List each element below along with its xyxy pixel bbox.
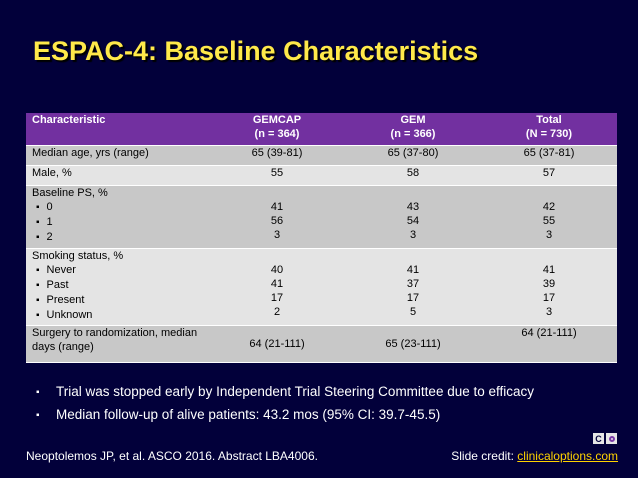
- row-label: Median age, yrs (range): [26, 145, 209, 166]
- sub-label: Past: [32, 278, 203, 293]
- table-header-row: Characteristic GEMCAP (n = 364) GEM (n =…: [26, 113, 617, 146]
- value: 3: [545, 229, 553, 241]
- header-characteristic: Characteristic: [26, 113, 209, 146]
- cell-total: 65 (37-81): [481, 145, 617, 166]
- cell-gemcap: 40 41 17 2: [209, 248, 345, 326]
- row-label-group: Smoking status, % Never Past Present Unk…: [26, 248, 209, 326]
- cell-gemcap: 64 (21-111): [209, 325, 345, 363]
- sub-label: 0: [32, 200, 203, 215]
- value: 42: [542, 201, 556, 213]
- logo-ring-icon: [606, 433, 617, 444]
- cell-gemcap: 41 56 3: [209, 185, 345, 249]
- value: 41: [406, 264, 420, 276]
- value: 55: [542, 215, 556, 227]
- value: 17: [270, 292, 284, 304]
- value: 3: [409, 229, 417, 241]
- sub-label: Never: [32, 263, 203, 278]
- value: 17: [406, 292, 420, 304]
- header-gem-name: GEM: [400, 114, 426, 126]
- value: 41: [270, 201, 284, 213]
- table-row-median-age: Median age, yrs (range) 65 (39-81) 65 (3…: [26, 145, 617, 166]
- baseline-characteristics-table: Characteristic GEMCAP (n = 364) GEM (n =…: [26, 113, 617, 363]
- bullet-square-icon: ▪: [36, 387, 40, 398]
- bullet-text: Median follow-up of alive patients: 43.2…: [56, 407, 441, 422]
- row-label: Baseline PS, %: [32, 187, 108, 199]
- table-row-surgery-to-randomization: Surgery to randomization, median days (r…: [26, 325, 617, 363]
- value: 3: [273, 229, 281, 241]
- value: 39: [542, 278, 556, 290]
- cell-total: 41 39 17 3: [481, 248, 617, 326]
- clinical-care-options-logo: C: [580, 433, 617, 444]
- header-gem: GEM (n = 366): [345, 113, 481, 146]
- sub-label: 1: [32, 215, 203, 230]
- citation: Neoptolemos JP, et al. ASCO 2016. Abstra…: [26, 449, 318, 463]
- table-row-male: Male, % 55 58 57: [26, 165, 617, 186]
- cell-gemcap: 65 (39-81): [209, 145, 345, 166]
- slide-credit-label: Slide credit:: [451, 449, 518, 463]
- header-gem-n: (n = 366): [390, 128, 436, 140]
- cell-total: 42 55 3: [481, 185, 617, 249]
- bullet-square-icon: ▪: [36, 410, 40, 421]
- header-gemcap: GEMCAP (n = 364): [209, 113, 345, 146]
- row-label: Male, %: [26, 165, 209, 186]
- value: 3: [545, 306, 553, 318]
- cell-gem: 65 (37-80): [345, 145, 481, 166]
- logo-letter-icon: C: [593, 433, 604, 444]
- value: 54: [406, 215, 420, 227]
- cell-total: 57: [481, 165, 617, 186]
- value: 2: [273, 306, 281, 318]
- bullet-text: Trial was stopped early by Independent T…: [56, 384, 535, 399]
- value: 37: [406, 278, 420, 290]
- cell-total: 64 (21-111): [481, 325, 617, 363]
- cell-gem: 41 37 17 5: [345, 248, 481, 326]
- cell-gem: 65 (23-111): [345, 325, 481, 363]
- sub-label: 2: [32, 230, 203, 245]
- value: 41: [270, 278, 284, 290]
- header-gemcap-name: GEMCAP: [252, 114, 302, 126]
- cell-gem: 43 54 3: [345, 185, 481, 249]
- value: 5: [409, 306, 417, 318]
- row-label-group: Surgery to randomization, median days (r…: [26, 325, 209, 363]
- value: 40: [270, 264, 284, 276]
- sub-label: Present: [32, 293, 203, 308]
- row-label: days (range): [32, 341, 94, 353]
- slide-title: ESPAC-4: Baseline Characteristics: [33, 36, 479, 66]
- table-row-smoking-status: Smoking status, % Never Past Present Unk…: [26, 248, 617, 326]
- header-total-name: Total: [536, 114, 562, 126]
- bullet-item: ▪ Trial was stopped early by Independent …: [36, 384, 534, 399]
- header-total-n: (N = 730): [525, 128, 573, 140]
- header-total: Total (N = 730): [481, 113, 617, 146]
- value: 56: [270, 215, 284, 227]
- row-label: Surgery to randomization, median: [32, 327, 198, 339]
- value: 43: [406, 201, 420, 213]
- logo-square-icon: [580, 433, 591, 444]
- cell-gemcap: 55: [209, 165, 345, 186]
- key-points-list: ▪ Trial was stopped early by Independent …: [36, 384, 534, 430]
- clinicaloptions-link[interactable]: clinicaloptions.com: [517, 449, 618, 463]
- row-label: Smoking status, %: [32, 250, 124, 262]
- sub-label: Unknown: [32, 308, 203, 323]
- row-label-group: Baseline PS, % 0 1 2: [26, 185, 209, 249]
- header-gemcap-n: (n = 364): [254, 128, 300, 140]
- value: 41: [542, 264, 556, 276]
- slide-credit: Slide credit: clinicaloptions.com: [451, 449, 618, 463]
- table-row-baseline-ps: Baseline PS, % 0 1 2 41 56 3 43 54 3 42: [26, 185, 617, 249]
- bullet-item: ▪ Median follow-up of alive patients: 43.…: [36, 407, 534, 422]
- value: 17: [542, 292, 556, 304]
- cell-gem: 58: [345, 165, 481, 186]
